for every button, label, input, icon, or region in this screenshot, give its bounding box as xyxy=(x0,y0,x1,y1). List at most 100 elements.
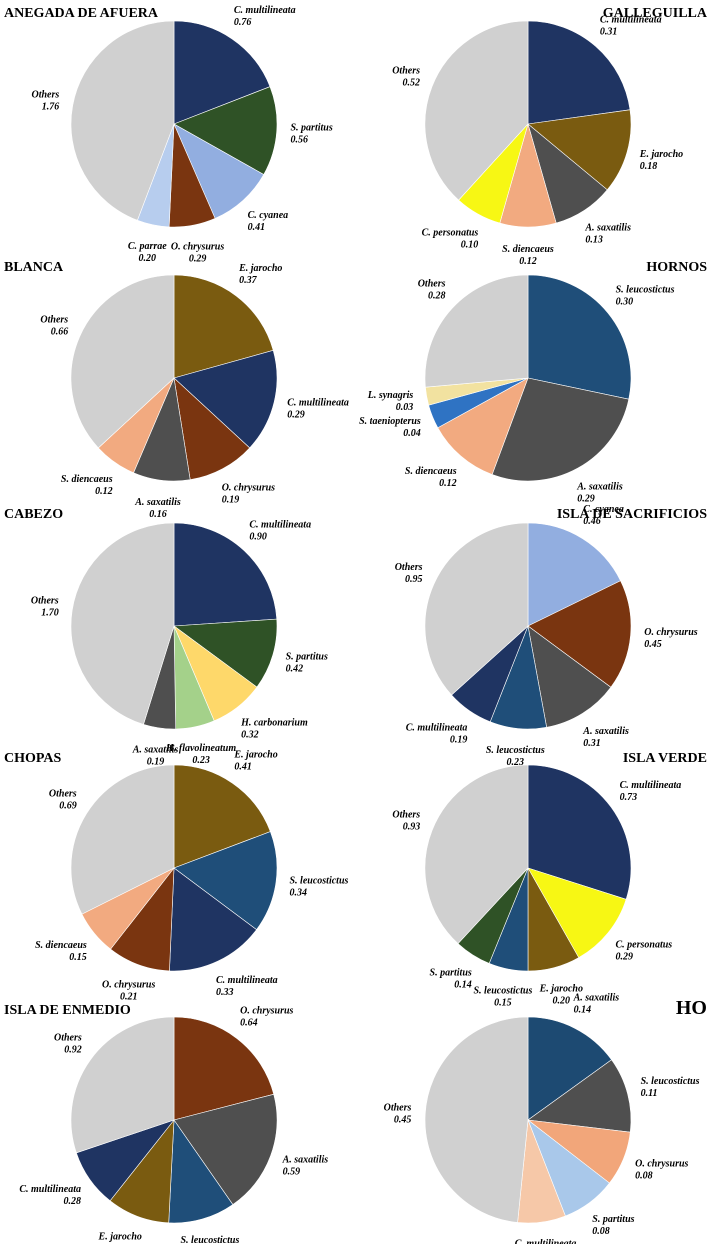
slice-label: C. multilineata 0.29 xyxy=(287,398,349,421)
slice-label: Others 0.28 xyxy=(418,279,446,302)
pie-slice-o-chrysurus xyxy=(527,580,632,688)
pie-panel-chopas: CHOPAS E. jarocho 0.41 S. leucostictus 0.34 C… xyxy=(4,749,349,1002)
pie-slice-s-leucostictus xyxy=(527,274,632,400)
panel-title: HORNOS xyxy=(646,260,707,275)
slice-label: E. jarocho 0.41 xyxy=(233,749,277,772)
panel-title: ANEGADA DE AFUERA xyxy=(4,6,159,21)
slice-label: S. leucostictus 0.34 xyxy=(290,875,349,898)
slice-label: L. synagris 0.03 xyxy=(367,390,414,413)
slice-label: S. diencaeus 0.12 xyxy=(61,474,113,497)
slice-label: S. partitus 0.08 xyxy=(592,1214,634,1237)
pie-slice-o-chrysurus xyxy=(173,377,251,481)
panel-title: GALLEGUILLA xyxy=(603,6,708,21)
slice-label: Others 1.70 xyxy=(31,595,59,618)
pie-slice-others xyxy=(70,764,175,915)
slice-label: O. chrysurus 0.08 xyxy=(635,1159,688,1182)
pie-panel-isla-de-enmedio: ISLA DE ENMEDIO O. chrysurus 0.64 A. saxati… xyxy=(4,1003,328,1244)
pie-slice-s-leucostictus xyxy=(173,831,278,931)
slice-label: S. partitus 0.14 xyxy=(430,967,472,990)
pie-panel-blanca: BLANCA E. jarocho 0.37 C. multilineata 0.29 O… xyxy=(4,260,349,520)
slice-label: C. multilineata 0.73 xyxy=(620,780,682,803)
slice-label: A. saxatilis 0.31 xyxy=(582,726,629,749)
slice-label: A. saxatilis 0.59 xyxy=(282,1155,329,1178)
slice-label: S. partitus 0.56 xyxy=(291,122,333,145)
pie-slice-c-multilineata xyxy=(527,20,631,125)
panel-title: ISLA DE SACRIFICIOS xyxy=(557,507,707,522)
pie-slice-o-chrysurus xyxy=(173,1016,275,1121)
pie-slice-s-partitus xyxy=(173,86,278,175)
slice-label: S. leucostictus 0.30 xyxy=(616,285,675,308)
slice-label: A. saxatilis 0.14 xyxy=(573,993,620,1016)
slice-label: Others 0.69 xyxy=(49,788,77,811)
pie-slice-others xyxy=(70,274,175,449)
slice-label: S. leucostictus 0.15 xyxy=(473,985,532,1008)
slice-label: C. multilineata 0.90 xyxy=(249,520,311,543)
slice-label: C. multilineata 0.28 xyxy=(19,1184,81,1207)
pie-slice-others xyxy=(424,274,529,388)
pie-slice-others xyxy=(70,522,175,725)
pie-slice-c-multilineata xyxy=(169,867,257,972)
slice-label: S. taeniopterus 0.04 xyxy=(359,416,421,439)
slice-label: C. personatus 0.10 xyxy=(422,227,479,250)
pie-panel-isla-verde: ISLA VERDE C. multilineata 0.73 C. personat… xyxy=(392,751,707,1008)
pie-slice-others xyxy=(424,20,529,201)
pie-slice-s-partitus xyxy=(173,618,278,688)
pie-slice-others xyxy=(70,1016,175,1154)
slice-label: Others 0.52 xyxy=(392,66,420,89)
pie-slice-e-jarocho xyxy=(173,274,274,379)
slice-label: O. chrysurus 0.45 xyxy=(644,627,697,650)
slice-label: E. jarocho 0.37 xyxy=(238,263,282,286)
slice-label: S. diencaeus 0.12 xyxy=(502,244,554,267)
slice-label: S. leucostictus 0.11 xyxy=(641,1076,700,1099)
pie-slice-a-saxatilis xyxy=(527,1016,612,1121)
slice-label: A. saxatilis 0.19 xyxy=(132,745,179,768)
slice-label: O. chrysurus 0.21 xyxy=(102,980,155,1003)
slice-label: A. saxatilis 0.29 xyxy=(576,482,623,505)
pie-slice-s-leucostictus xyxy=(527,1059,632,1133)
pie-panel-cabezo: CABEZO C. multilineata 0.90 S. partitus 0.42… xyxy=(4,507,328,768)
pie-slice-a-saxatilis xyxy=(491,377,630,482)
pie-slice-c-multilineata xyxy=(173,20,271,125)
slice-label: C. personatus 0.29 xyxy=(616,940,673,963)
slice-label: C. multilineata 0.76 xyxy=(234,5,296,28)
slice-label: S. diencaeus 0.15 xyxy=(35,940,87,963)
panel-title: HO xyxy=(676,997,707,1019)
slice-label: C. cyanea 0.46 xyxy=(583,504,624,527)
slice-label: H. flavolineatum 0.23 xyxy=(165,743,236,766)
slice-label: S. diencaeus 0.12 xyxy=(405,466,457,489)
pie-slice-others xyxy=(424,1016,529,1223)
pie-slice-c-multilineata xyxy=(173,522,278,627)
pie-slice-c-personatus xyxy=(527,867,627,959)
slice-label: O. chrysurus 0.19 xyxy=(222,482,275,505)
pie-slice-s-leucostictus xyxy=(168,1119,234,1224)
slice-label: S. leucostictus 0.23 xyxy=(486,745,545,768)
pie-panel-anegada-de-afuera: ANEGADA DE AFUERA C. multilineata 0.76 S. p… xyxy=(4,5,333,265)
pie-slice-others xyxy=(424,522,529,696)
panel-title: CHOPAS xyxy=(4,751,62,766)
slice-label: E. jarocho 0.18 xyxy=(639,149,683,172)
slice-label: C. cyanea 0.41 xyxy=(248,210,289,233)
slice-label: A. saxatilis 0.13 xyxy=(584,223,631,246)
slice-label: H. carbonarium 0.32 xyxy=(240,718,308,741)
pie-panel-hornos: HORNOS S. leucostictus 0.30 A. saxatilis 0.2… xyxy=(359,260,707,505)
slice-label: Others 1.76 xyxy=(32,89,60,112)
panel-title: ISLA DE ENMEDIO xyxy=(4,1003,131,1018)
slice-label: O. chrysurus 0.29 xyxy=(171,242,224,265)
slice-label: C. multilineata 0.19 xyxy=(406,723,468,746)
slice-label: Others 0.66 xyxy=(40,315,68,338)
slice-label: Others 0.45 xyxy=(384,1102,412,1125)
pie-slice-c-multilineata xyxy=(527,764,632,900)
pie-slice-a-saxatilis xyxy=(173,1093,278,1205)
pie-slice-others xyxy=(424,764,529,945)
slice-label: A. saxatilis 0.16 xyxy=(134,497,181,520)
panel-title: CABEZO xyxy=(4,507,63,522)
pie-slice-e-jarocho xyxy=(527,109,632,191)
pie-panel-ho: HO A. saxatilis 0.14 S. leucostictus 0.11 O. … xyxy=(384,993,707,1244)
slice-label: O. chrysurus 0.64 xyxy=(240,1006,293,1029)
slice-label: Others 0.92 xyxy=(54,1033,82,1056)
